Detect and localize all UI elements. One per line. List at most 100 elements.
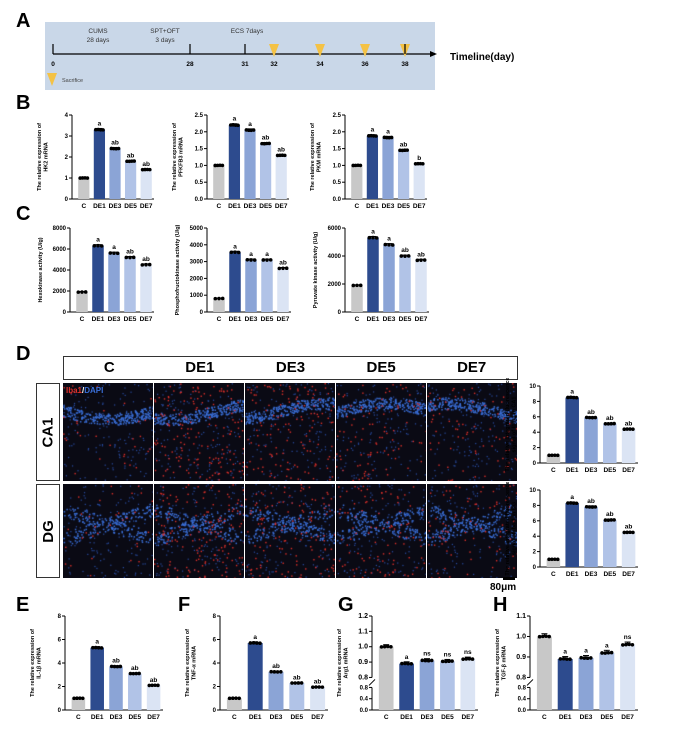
y-tick-label: 0.0 [333, 197, 342, 203]
data-point [91, 645, 95, 650]
data-point [564, 657, 569, 661]
y-tick-label: 0.8 [518, 685, 527, 691]
x-tick-label: DE7 [275, 203, 288, 210]
bar-de7 [140, 264, 152, 312]
x-tick-label: C [232, 714, 237, 721]
significance-label: a [249, 251, 253, 258]
column-label-de5: DE5 [366, 359, 396, 376]
significance-label: a [112, 244, 116, 251]
data-point [147, 683, 152, 688]
y-axis-label: The relative expression ofTGF-β mRNA [495, 629, 508, 697]
bar-de1 [228, 125, 241, 199]
bar-de7 [620, 644, 636, 710]
y-axis-label-line: TNF-α mRNA [192, 646, 198, 680]
stain-counterstain-label: DAPI [84, 386, 104, 395]
data-point [147, 262, 152, 267]
y-tick-label: 8 [58, 614, 62, 620]
data-point [544, 634, 548, 638]
timeline-axis-label: Timeline(day) [450, 52, 514, 63]
significance-label: ab [314, 679, 322, 686]
y-tick-label: 2.0 [195, 130, 204, 136]
stain-legend: Iba1/DAPI [66, 386, 103, 395]
bar-de3 [584, 417, 598, 463]
y-tick-label: 1.1 [358, 628, 368, 635]
chart-b3: The relative expression ofPKM mRNA 0.0 0.5… [310, 113, 427, 210]
data-point [600, 651, 604, 655]
data-point [118, 664, 123, 669]
y-tick-label: 0.5 [333, 180, 342, 186]
data-point [631, 427, 635, 431]
phase-ecs-name: ECS 7days [231, 28, 264, 35]
data-point [293, 681, 298, 685]
column-label-de3: DE3 [275, 359, 306, 376]
data-point [622, 427, 627, 432]
data-point [603, 518, 608, 522]
data-point [585, 656, 590, 661]
data-point [450, 659, 454, 663]
bar-c [213, 298, 225, 312]
data-point [593, 415, 598, 420]
y-tick-label: 4000 [190, 243, 204, 249]
x-tick-label: DE1 [400, 714, 413, 721]
scale-bar-label: 80μm [490, 582, 517, 593]
significance-label: ab [272, 663, 280, 670]
x-tick-label: C [217, 316, 222, 323]
sacrifice-marker-icon [360, 44, 370, 57]
bar-c [213, 165, 225, 199]
chart-b1: The relative expression ofHK2 mRNA 0 1 2 3 4 C… [37, 113, 154, 210]
bar-de5 [399, 256, 411, 312]
y-tick-label: 0 [65, 197, 69, 203]
chart-c3: Pyruvate kinase activity (U/g) 0 2000 4000 6… [313, 226, 429, 323]
chart-d2: The relative integrated fluorescencesign… [505, 482, 638, 578]
data-point [579, 655, 584, 660]
bar-de7 [460, 659, 476, 710]
data-point [566, 501, 570, 505]
data-point [470, 657, 475, 661]
significance-label: a [233, 243, 237, 250]
bar-de7 [621, 532, 636, 567]
significance-label: ab [142, 256, 150, 263]
x-tick-label: DE3 [109, 203, 122, 210]
bar-c [71, 698, 86, 710]
x-tick-label: DE1 [366, 203, 379, 210]
significance-label: ab [587, 409, 595, 416]
x-tick-label: C [355, 316, 360, 323]
bar-de3 [245, 259, 257, 312]
data-point [101, 128, 105, 132]
y-axis-label: The relative integrated fluorescencesign… [505, 482, 518, 576]
data-point [582, 656, 587, 660]
y-tick-label: 5000 [190, 226, 204, 232]
data-point [400, 661, 404, 666]
bar-de7 [413, 163, 425, 199]
x-tick-label: DE7 [415, 316, 428, 323]
x-tick-label: DE5 [603, 571, 616, 578]
y-tick-label: 4 [58, 661, 62, 667]
significance-label: b [417, 155, 421, 162]
data-point [227, 696, 232, 701]
y-tick-label: 0 [338, 310, 342, 316]
y-tick-label: 3 [65, 134, 69, 140]
y-tick-label: 1.5 [333, 147, 342, 153]
timeline-day-label: 36 [361, 61, 369, 68]
y-tick-label: 0.0 [195, 197, 204, 203]
bar-de5 [603, 520, 617, 567]
significance-label: ab [606, 511, 614, 518]
bar-de5 [397, 150, 410, 199]
y-tick-label: 1.0 [333, 163, 342, 169]
timeline-day-label: 32 [270, 61, 278, 68]
y-tick-label: 0 [213, 708, 217, 714]
y-tick-label: 6 [58, 638, 62, 644]
x-tick-label: DE3 [382, 203, 395, 210]
data-point [624, 642, 628, 647]
significance-label: ab [279, 260, 287, 267]
data-point [423, 658, 428, 663]
data-point [622, 530, 627, 535]
y-tick-label: 8 [533, 399, 537, 405]
bar-de5 [124, 257, 136, 312]
x-tick-label: C [384, 714, 389, 721]
y-tick-label: 1 [65, 176, 69, 182]
x-tick-label: C [551, 467, 556, 474]
y-axis-label: The relative expression ofPFKFB3 mRNA [172, 123, 185, 191]
panel-label-b: B [16, 92, 31, 114]
bar-de7 [621, 429, 636, 463]
